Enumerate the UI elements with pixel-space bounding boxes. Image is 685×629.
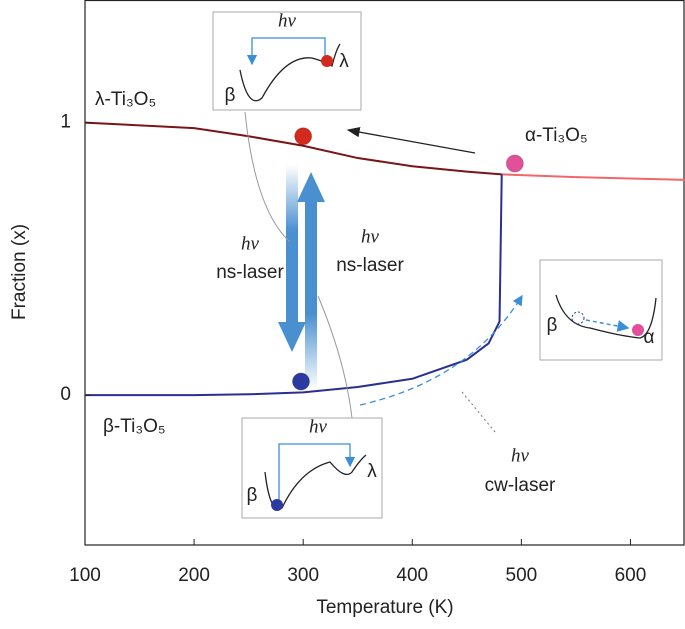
y-axis-title: Fraction (x) <box>9 224 30 320</box>
inset-label: hν <box>309 416 328 437</box>
x-tick-label: 600 <box>615 565 647 586</box>
x-tick-label: 300 <box>287 565 319 586</box>
annotation: ns-laser <box>216 262 284 283</box>
series-label: λ-Ti₃O₅ <box>95 89 156 110</box>
y-tick-label: 1 <box>60 112 71 133</box>
state-ball <box>505 154 524 173</box>
annotation: cw-laser <box>485 475 556 496</box>
series-line <box>84 121 502 176</box>
series-label: α-Ti₃O₅ <box>525 125 588 146</box>
x-axis-title: Temperature (K) <box>316 597 453 618</box>
inset-label: β <box>225 85 236 106</box>
annotation: hν <box>361 226 380 247</box>
arrows <box>244 111 523 433</box>
plot-frame <box>84 0 685 546</box>
series-line <box>501 173 685 181</box>
series-label: β-Ti₃O₅ <box>103 416 166 437</box>
x-tick-label: 100 <box>69 565 101 586</box>
y-tick-label: 0 <box>60 384 71 405</box>
annotation: hν <box>241 233 260 254</box>
state-ball <box>292 372 310 391</box>
x-tick-label: 500 <box>506 565 538 586</box>
inset-label: α <box>644 327 655 348</box>
annotation: hν <box>511 445 530 466</box>
inset-label: β <box>247 485 258 506</box>
x-tick-label: 400 <box>396 565 428 586</box>
inset-label: λ <box>339 51 349 72</box>
inset-label: λ <box>367 461 377 482</box>
annotation: ns-laser <box>336 255 404 276</box>
inset-label: β <box>547 315 558 336</box>
inset-label: hν <box>278 10 297 31</box>
x-tick-label: 200 <box>178 565 210 586</box>
insets <box>212 11 663 519</box>
state-ball <box>294 127 313 146</box>
